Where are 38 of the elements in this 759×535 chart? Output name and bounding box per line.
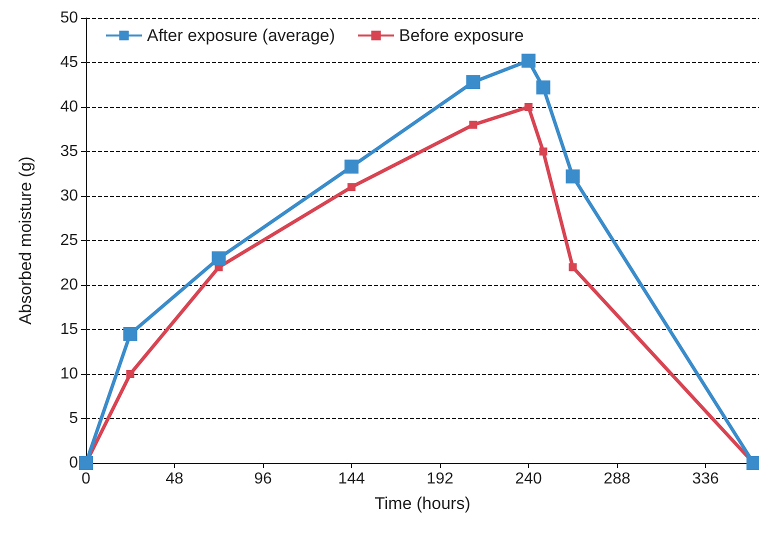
point bbox=[344, 160, 359, 174]
point bbox=[123, 326, 138, 341]
x-tick-label: 240 bbox=[515, 470, 542, 488]
x-axis-title: Time (hours) bbox=[374, 494, 470, 513]
point bbox=[79, 456, 93, 470]
y-tick-label: 5 bbox=[69, 410, 78, 427]
x-tick-label: 48 bbox=[166, 470, 184, 488]
point bbox=[568, 263, 577, 272]
x-tick-label: 288 bbox=[604, 470, 630, 488]
y-tick-label: 45 bbox=[60, 54, 78, 71]
point bbox=[524, 103, 533, 111]
point bbox=[212, 251, 226, 266]
x-tick-label: 144 bbox=[338, 470, 365, 488]
legend-label: Before exposure bbox=[399, 26, 524, 45]
y-axis-title: Absorbed moisture (g) bbox=[16, 156, 35, 325]
point bbox=[746, 456, 759, 470]
y-tick-label: 0 bbox=[69, 454, 78, 472]
point bbox=[126, 370, 134, 378]
point bbox=[469, 120, 478, 129]
point bbox=[566, 169, 580, 184]
point bbox=[536, 80, 550, 94]
y-tick-label: 15 bbox=[60, 321, 78, 338]
y-tick-label: 25 bbox=[60, 232, 78, 249]
y-tick-label: 50 bbox=[60, 10, 78, 26]
point bbox=[522, 54, 536, 68]
x-tick-label: 0 bbox=[82, 470, 91, 488]
y-tick-label: 30 bbox=[60, 188, 78, 204]
x-tick-label: 336 bbox=[692, 470, 719, 488]
point bbox=[348, 183, 356, 192]
point bbox=[466, 75, 480, 90]
point bbox=[539, 148, 548, 156]
y-tick-label: 20 bbox=[60, 276, 78, 294]
y-tick-label: 35 bbox=[60, 143, 78, 160]
x-tick-label: 192 bbox=[426, 470, 454, 488]
legend-label: After exposure (average) bbox=[147, 26, 336, 45]
y-tick-label: 10 bbox=[60, 366, 78, 382]
y-tick-label: 40 bbox=[60, 98, 78, 116]
x-tick-label: 96 bbox=[254, 470, 272, 488]
